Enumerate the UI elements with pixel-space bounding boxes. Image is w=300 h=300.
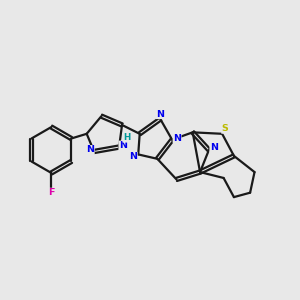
Text: N: N <box>173 134 181 143</box>
Text: N: N <box>129 152 137 161</box>
Text: N: N <box>156 110 164 118</box>
Text: S: S <box>222 124 229 133</box>
Text: N: N <box>119 141 127 150</box>
Text: H: H <box>123 133 130 142</box>
Text: N: N <box>86 146 94 154</box>
Text: F: F <box>48 188 55 197</box>
Text: N: N <box>210 143 218 152</box>
